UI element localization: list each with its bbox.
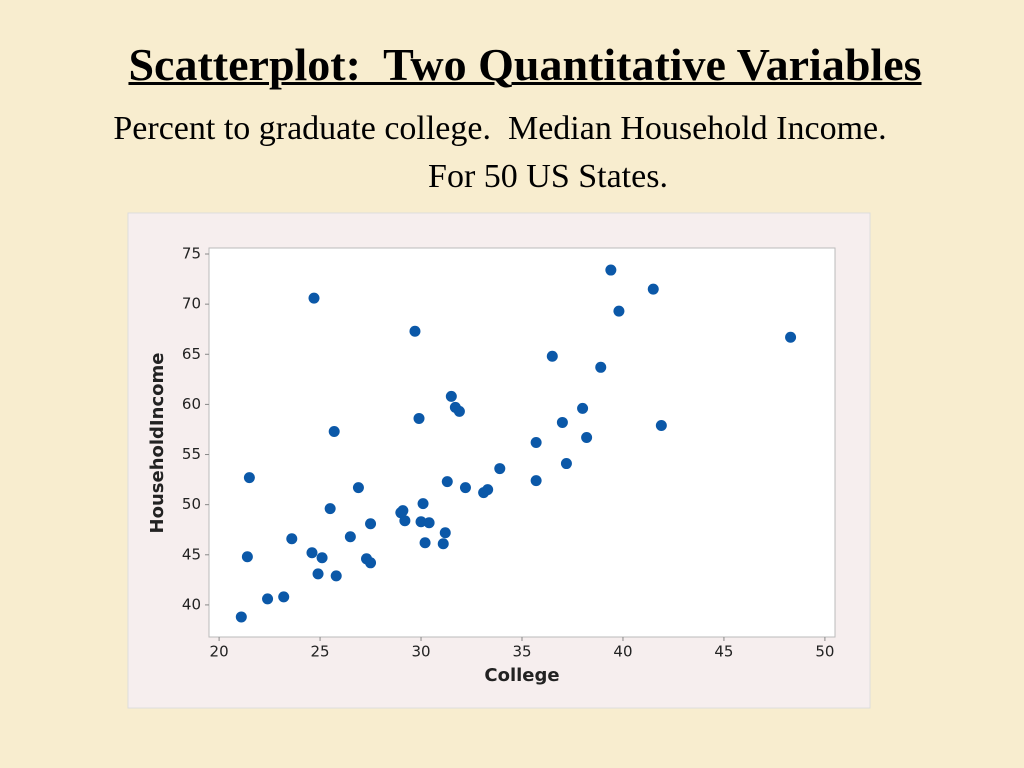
point xyxy=(647,283,659,295)
y-tick-label: 65 xyxy=(182,345,201,363)
point xyxy=(419,537,431,549)
point xyxy=(655,419,667,431)
x-tick-label: 50 xyxy=(815,643,834,661)
point xyxy=(243,472,255,484)
point xyxy=(530,437,542,448)
x-axis-label: College xyxy=(484,665,559,686)
point xyxy=(352,482,364,494)
point xyxy=(308,292,320,304)
point xyxy=(286,533,298,545)
point xyxy=(556,416,568,428)
point xyxy=(546,350,558,362)
point xyxy=(437,538,449,550)
point xyxy=(560,458,572,470)
point xyxy=(415,516,427,528)
point xyxy=(365,518,377,530)
x-tick-label: 25 xyxy=(311,643,330,661)
point xyxy=(423,517,435,529)
point xyxy=(413,412,425,424)
x-tick-label: 35 xyxy=(512,643,531,661)
point xyxy=(344,531,356,543)
point xyxy=(324,503,336,515)
x-tick-label: 20 xyxy=(210,643,229,661)
point xyxy=(328,425,340,437)
y-tick-label: 40 xyxy=(182,595,201,613)
subtitle-line: For 50 US States. xyxy=(428,158,668,195)
point xyxy=(278,591,290,603)
point xyxy=(595,361,607,373)
point xyxy=(399,515,411,527)
y-tick-label: 45 xyxy=(182,545,201,563)
point xyxy=(530,475,542,487)
point xyxy=(316,552,328,564)
x-tick-label: 40 xyxy=(613,643,632,661)
point xyxy=(605,264,617,276)
point xyxy=(417,498,429,510)
y-tick-label: 70 xyxy=(182,295,201,313)
y-tick-label: 60 xyxy=(182,395,201,413)
point xyxy=(312,568,324,580)
y-tick-label: 75 xyxy=(182,245,201,263)
plot-area xyxy=(208,247,836,638)
point xyxy=(365,557,377,569)
point xyxy=(306,547,318,559)
point xyxy=(262,593,274,605)
subtitle-line: Percent to graduate college. Median Hous… xyxy=(113,110,887,147)
point xyxy=(330,570,342,582)
point xyxy=(577,402,589,414)
point xyxy=(439,527,451,539)
point xyxy=(459,482,471,494)
point xyxy=(409,325,421,337)
y-tick-label: 50 xyxy=(182,495,201,513)
point xyxy=(441,476,453,488)
point xyxy=(494,463,506,475)
y-tick-label: 55 xyxy=(182,445,201,463)
point xyxy=(613,305,625,317)
point xyxy=(453,405,465,417)
point xyxy=(445,390,457,402)
point xyxy=(482,484,494,496)
x-tick-label: 30 xyxy=(411,643,430,661)
point xyxy=(397,505,409,517)
point xyxy=(785,331,797,343)
y-axis-label: HouseholdIncome xyxy=(147,353,168,534)
point xyxy=(581,431,593,443)
point xyxy=(241,551,253,563)
x-tick-label: 45 xyxy=(714,643,733,661)
slide-title: Scatterplot: Two Quantitative Variables xyxy=(128,39,922,90)
point xyxy=(235,611,247,623)
